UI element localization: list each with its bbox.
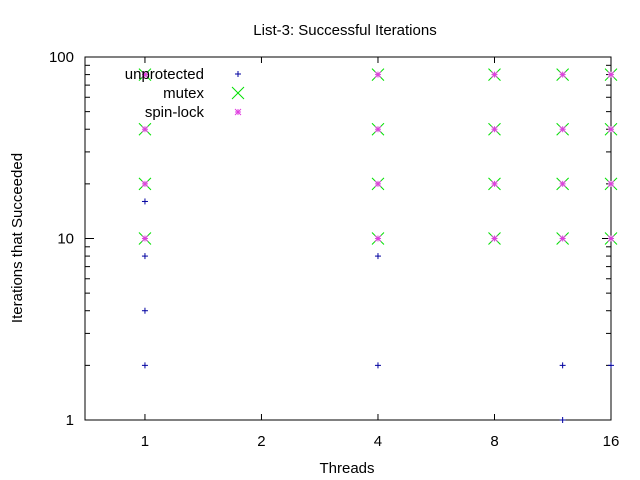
spin-lock-point bbox=[607, 125, 615, 133]
legend-symbol bbox=[231, 86, 245, 100]
spin-lock-point bbox=[559, 71, 566, 78]
x-tick-label: 1 bbox=[141, 433, 149, 450]
x-tick-label: 8 bbox=[490, 433, 498, 450]
spin-lock-point bbox=[491, 180, 498, 188]
axis-ticks: 1 2 4 8 16 1 10 100 bbox=[49, 49, 619, 450]
unprotected-point bbox=[141, 307, 148, 314]
data-points bbox=[138, 68, 618, 423]
legend-label: mutex bbox=[163, 85, 204, 102]
spin-lock-point bbox=[491, 235, 498, 242]
spin-lock-point bbox=[491, 71, 498, 78]
legend-symbol bbox=[234, 108, 242, 116]
spin-lock-point bbox=[607, 235, 615, 242]
unprotected-point bbox=[608, 362, 614, 369]
unprotected-point bbox=[559, 417, 566, 423]
spin-lock-point bbox=[491, 125, 498, 133]
spin-lock-point bbox=[607, 71, 615, 78]
y-tick-label: 1 bbox=[66, 412, 74, 429]
y-axis-label: Iterations that Succeeded bbox=[9, 153, 26, 323]
unprotected-point bbox=[141, 198, 148, 205]
y-tick-label: 100 bbox=[49, 49, 74, 66]
x-axis-label: Threads bbox=[319, 460, 374, 477]
spin-lock-point bbox=[374, 125, 382, 133]
unprotected-point bbox=[374, 253, 381, 260]
spin-lock-point bbox=[607, 180, 615, 188]
spin-lock-point bbox=[559, 235, 566, 242]
unprotected-point bbox=[559, 362, 566, 369]
x-tick-label: 4 bbox=[374, 433, 382, 450]
spin-lock-point bbox=[141, 71, 149, 78]
legend: unprotected mutex spin-lock bbox=[125, 66, 245, 121]
legend-label: spin-lock bbox=[145, 104, 205, 121]
y-tick-label: 10 bbox=[57, 231, 74, 248]
x-tick-label: 2 bbox=[257, 433, 265, 450]
legend-symbol bbox=[235, 71, 241, 77]
unprotected-point bbox=[374, 362, 381, 369]
spin-lock-point bbox=[374, 180, 382, 188]
spin-lock-point bbox=[559, 180, 566, 188]
spin-lock-point bbox=[559, 125, 566, 133]
spin-lock-point bbox=[374, 235, 382, 242]
spin-lock-point bbox=[141, 125, 149, 133]
spin-lock-point bbox=[374, 71, 382, 78]
unprotected-point bbox=[141, 362, 148, 369]
spin-lock-point bbox=[141, 180, 149, 188]
chart-title: List-3: Successful Iterations bbox=[253, 22, 436, 39]
legend-label: unprotected bbox=[125, 66, 204, 83]
unprotected-point bbox=[141, 253, 148, 260]
x-tick-label: 16 bbox=[603, 433, 620, 450]
spin-lock-point bbox=[141, 235, 149, 242]
